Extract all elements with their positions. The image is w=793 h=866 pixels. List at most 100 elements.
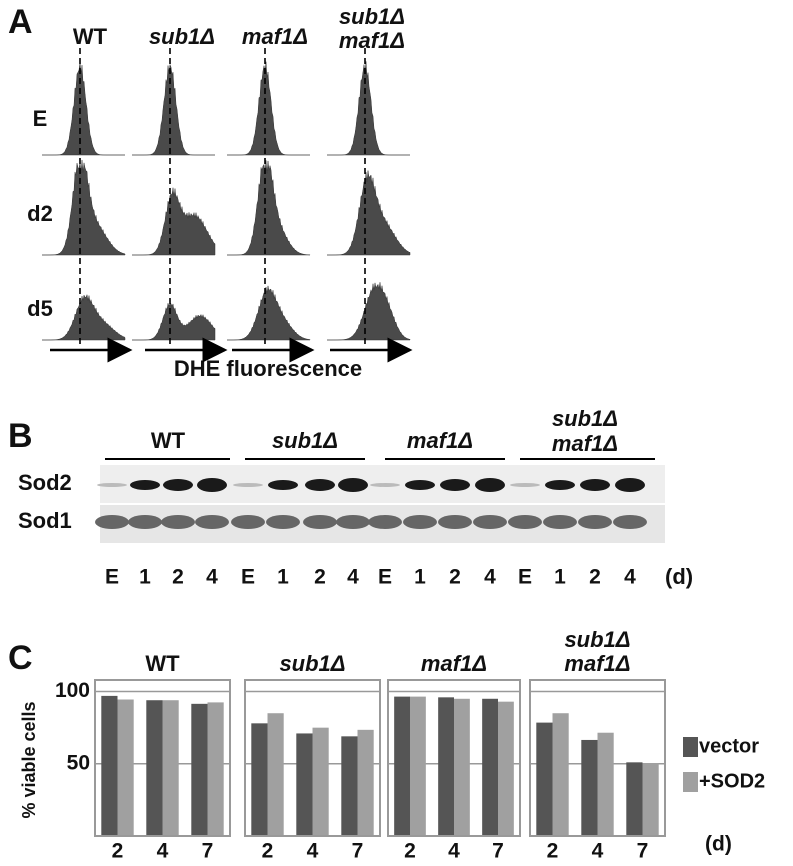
lane-label: E <box>518 566 532 589</box>
histogram <box>326 282 411 341</box>
bar <box>146 700 163 836</box>
bar <box>357 729 374 836</box>
bar <box>341 736 358 836</box>
column-header: maf1Δ <box>242 24 308 49</box>
band <box>370 483 400 487</box>
column-header: sub1Δ <box>149 24 215 49</box>
histogram <box>327 61 410 156</box>
lane-label: E <box>105 566 119 589</box>
lane-label: 2 <box>172 566 184 589</box>
chart-title: WT <box>145 651 180 676</box>
band <box>231 515 265 529</box>
histogram <box>132 64 215 156</box>
unit-label: (d) <box>665 564 693 589</box>
group-header: sub1Δ <box>552 406 618 431</box>
bar <box>101 695 118 836</box>
lane-label: 4 <box>484 566 496 589</box>
band <box>128 515 162 529</box>
band <box>543 515 577 529</box>
band <box>305 479 335 491</box>
histogram <box>326 170 411 256</box>
band <box>266 515 300 529</box>
band <box>336 515 370 529</box>
bar <box>626 762 643 836</box>
lane-label: 4 <box>624 566 636 589</box>
group-header: WT <box>151 428 186 453</box>
bar <box>552 713 569 836</box>
plot-frame <box>529 679 666 837</box>
band <box>510 483 540 487</box>
bar <box>410 696 426 836</box>
bar <box>267 713 284 836</box>
lane-label: 1 <box>554 566 566 589</box>
band <box>473 515 507 529</box>
row-label: d5 <box>27 296 53 321</box>
bar <box>312 727 329 836</box>
group-header: sub1Δ <box>272 428 338 453</box>
bar <box>162 700 179 836</box>
histogram <box>42 61 125 156</box>
group-header: maf1Δ <box>552 431 618 456</box>
bar <box>296 733 313 836</box>
histogram <box>41 293 126 341</box>
lane-label: 1 <box>277 566 289 589</box>
histogram <box>226 285 311 341</box>
band <box>440 479 470 491</box>
band <box>405 480 435 490</box>
lane-label: 2 <box>314 566 326 589</box>
legend-label: +SOD2 <box>699 770 765 792</box>
legend-swatch <box>683 737 698 757</box>
x-tick-label: 2 <box>112 840 124 863</box>
bar <box>536 722 553 836</box>
x-tick-label: 7 <box>202 840 214 863</box>
x-tick-label: 2 <box>547 840 559 863</box>
lane-label: 2 <box>449 566 461 589</box>
x-unit-label: (d) <box>705 833 732 856</box>
band <box>438 515 472 529</box>
band <box>303 515 337 529</box>
lane-label: 1 <box>139 566 151 589</box>
chart-title: maf1Δ <box>564 651 630 676</box>
lane-label: 4 <box>347 566 359 589</box>
panel-label: C <box>8 639 33 677</box>
x-tick-label: 4 <box>157 840 169 863</box>
band <box>195 515 229 529</box>
chart-title: maf1Δ <box>421 651 487 676</box>
bar <box>438 697 454 836</box>
band <box>130 480 160 490</box>
y-tick-label: 100 <box>55 679 90 702</box>
x-tick-label: 4 <box>307 840 319 863</box>
y-axis-label: % viable cells <box>19 701 39 818</box>
band <box>613 515 647 529</box>
x-tick-label: 4 <box>448 840 460 863</box>
bar <box>498 701 514 836</box>
band <box>161 515 195 529</box>
x-label: DHE fluorescence <box>174 356 362 381</box>
protein-label: Sod2 <box>18 470 72 495</box>
panel-label: A <box>8 3 33 41</box>
bar <box>394 696 410 836</box>
x-tick-label: 7 <box>637 840 649 863</box>
histogram <box>227 160 311 256</box>
panel-b: B WT sub1Δ maf1Δ sub1Δ maf1Δ Sod2 Sod1 (… <box>8 406 693 589</box>
bar <box>454 698 470 836</box>
plot-frame <box>387 679 521 837</box>
lane-label: 1 <box>414 566 426 589</box>
band <box>97 483 127 487</box>
panel-label: B <box>8 417 33 455</box>
x-tick-label: 7 <box>352 840 364 863</box>
band <box>615 478 645 492</box>
band <box>403 515 437 529</box>
lane-label: 4 <box>206 566 218 589</box>
legend-label: vector <box>699 735 759 757</box>
column-header: maf1Δ <box>339 28 405 53</box>
histogram <box>227 61 310 156</box>
x-tick-label: 4 <box>592 840 604 863</box>
band <box>580 479 610 491</box>
histogram <box>132 302 216 341</box>
chart-title: sub1Δ <box>564 627 630 652</box>
panel-c: C 2 4 7 WT 50 100 % viable cells (d) vector +SOD2… <box>8 627 765 863</box>
band <box>233 483 263 487</box>
lane-label: E <box>241 566 255 589</box>
